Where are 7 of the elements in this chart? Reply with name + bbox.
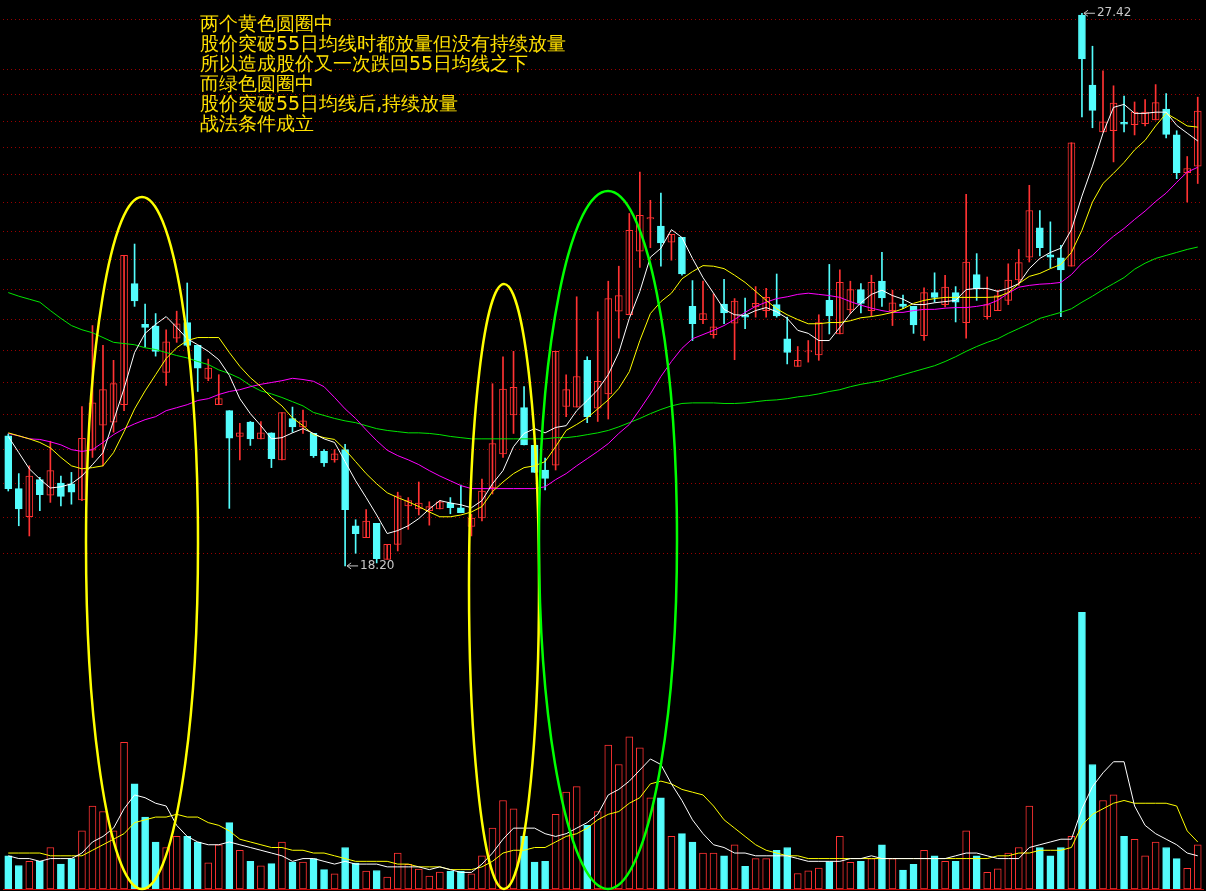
annotation: 27.42 (1096, 5, 1132, 20)
annotation: 而绿色圆圈中 (200, 72, 314, 94)
annotation: 战法条件成立 (200, 112, 315, 134)
annotation: 股价突破55日均线后,持续放量 (200, 92, 460, 114)
annotation: 两个黄色圆圈中 (200, 12, 333, 34)
annotation: 所以造成股价又一次跌回55日均线之下 (200, 52, 529, 74)
annotation: 18.20 (360, 558, 395, 573)
